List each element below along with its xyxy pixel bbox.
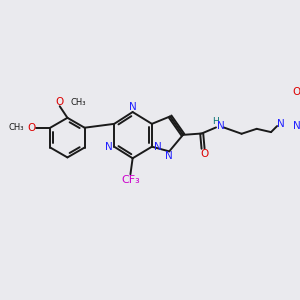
Text: O: O xyxy=(201,148,209,159)
Text: H: H xyxy=(212,117,219,126)
Text: CH₃: CH₃ xyxy=(8,123,24,132)
Text: CF₃: CF₃ xyxy=(121,175,140,185)
Text: O: O xyxy=(27,123,35,133)
Text: N: N xyxy=(105,142,113,152)
Text: N: N xyxy=(277,119,284,129)
Text: O: O xyxy=(293,87,300,97)
Text: N: N xyxy=(293,121,300,131)
Text: CH₃: CH₃ xyxy=(70,98,86,107)
Text: N: N xyxy=(154,142,161,152)
Text: O: O xyxy=(56,98,64,107)
Text: N: N xyxy=(129,102,136,112)
Text: N: N xyxy=(165,151,173,161)
Text: N: N xyxy=(217,121,225,131)
